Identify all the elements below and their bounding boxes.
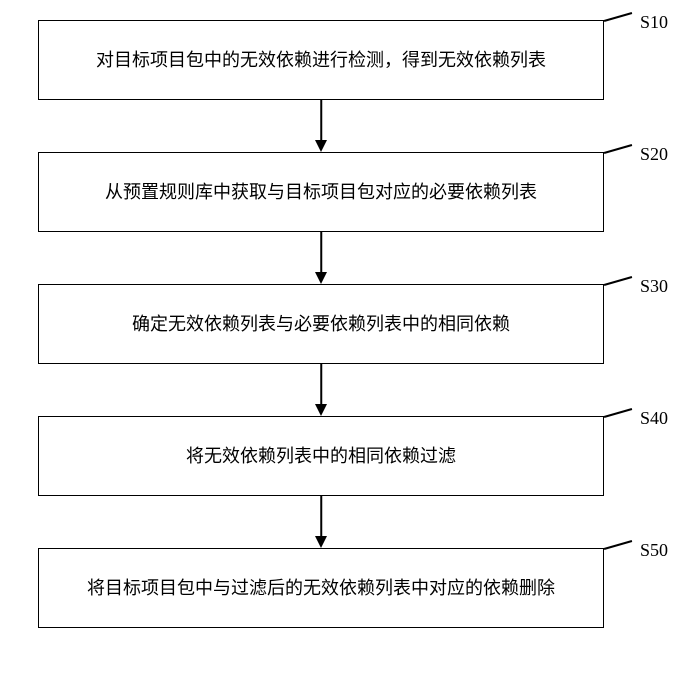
arrow-head-icon — [315, 536, 327, 548]
flowchart-step-text: 将无效依赖列表中的相同依赖过滤 — [186, 443, 456, 470]
flowchart-arrow — [0, 364, 689, 416]
arrow-line — [320, 232, 322, 272]
flowchart-arrow — [0, 232, 689, 284]
label-connector-line — [604, 12, 632, 21]
arrow-head-icon — [315, 404, 327, 416]
flowchart-step-text: 将目标项目包中与过滤后的无效依赖列表中对应的依赖删除 — [87, 575, 555, 602]
flowchart-step-box: 将目标项目包中与过滤后的无效依赖列表中对应的依赖删除 — [38, 548, 604, 628]
flowchart-step-text: 从预置规则库中获取与目标项目包对应的必要依赖列表 — [105, 179, 537, 206]
flowchart-arrow — [0, 496, 689, 548]
flowchart-step-text: 确定无效依赖列表与必要依赖列表中的相同依赖 — [132, 311, 510, 338]
flowchart-step-text: 对目标项目包中的无效依赖进行检测，得到无效依赖列表 — [96, 47, 546, 74]
arrow-head-icon — [315, 140, 327, 152]
arrow-line — [320, 496, 322, 536]
arrow-head-icon — [315, 272, 327, 284]
flowchart-step-label: S10 — [640, 12, 668, 33]
flowchart-step-box: 确定无效依赖列表与必要依赖列表中的相同依赖 — [38, 284, 604, 364]
flowchart-arrow — [0, 100, 689, 152]
arrow-line — [320, 100, 322, 140]
flowchart-step-box: 对目标项目包中的无效依赖进行检测，得到无效依赖列表 — [38, 20, 604, 100]
flowchart-step-box: 将无效依赖列表中的相同依赖过滤 — [38, 416, 604, 496]
flowchart-container: 对目标项目包中的无效依赖进行检测，得到无效依赖列表 S10 从预置规则库中获取与目标… — [0, 0, 689, 675]
arrow-line — [320, 364, 322, 404]
flowchart-step-box: 从预置规则库中获取与目标项目包对应的必要依赖列表 — [38, 152, 604, 232]
